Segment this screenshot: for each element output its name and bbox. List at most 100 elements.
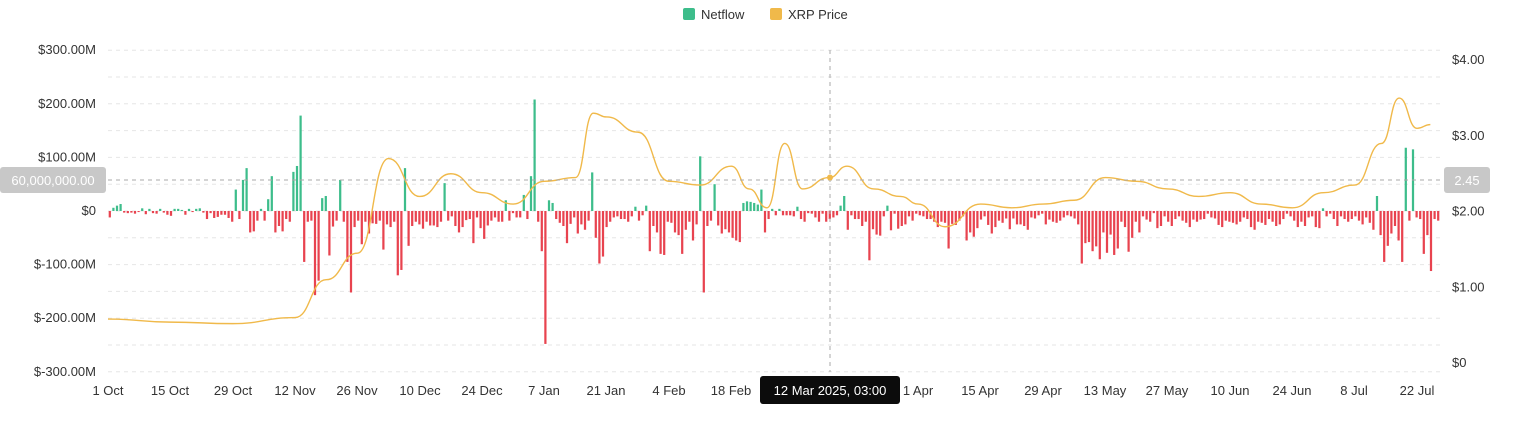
netflow-bar — [1141, 211, 1145, 217]
netflow-bar — [688, 211, 691, 222]
netflow-bar — [400, 211, 403, 270]
netflow-bar — [810, 211, 813, 214]
netflow-bar — [317, 211, 320, 281]
netflow-bar — [666, 211, 669, 222]
legend-label-netflow: Netflow — [701, 7, 745, 22]
netflow-bar — [447, 211, 450, 221]
netflow-bar — [411, 211, 414, 227]
netflow-bar — [864, 211, 867, 222]
netflow-bar — [1174, 211, 1177, 220]
netflow-bar — [1181, 211, 1184, 221]
netflow-bar — [187, 208, 191, 211]
netflow-bar — [385, 211, 389, 225]
y-axis-right: $0 $1.00 $2.00 $3.00 $4.00 — [1452, 52, 1485, 370]
x-crosshair-label: 12 Mar 2025, 03:00 — [774, 383, 887, 398]
netflow-bar — [875, 211, 878, 235]
y-right-tick-label: $2.00 — [1452, 204, 1485, 219]
netflow-bar — [691, 211, 695, 241]
netflow-bar — [727, 211, 731, 233]
netflow-bar — [425, 211, 428, 222]
netflow-bar — [367, 211, 371, 234]
netflow-bar — [835, 211, 839, 216]
netflow-bar — [285, 211, 288, 220]
netflow-bar — [551, 202, 554, 211]
netflow-bar — [1080, 211, 1083, 264]
netflow-bar — [335, 211, 338, 221]
netflow-bar — [994, 211, 997, 228]
netflow-bar — [213, 211, 216, 218]
netflow-bar — [814, 211, 817, 218]
netflow-bar — [1354, 211, 1357, 217]
netflow-bar — [681, 211, 684, 254]
netflow-bar — [493, 211, 497, 218]
netflow-bar — [450, 211, 453, 217]
netflow-bar — [699, 156, 702, 211]
netflow-bar — [375, 211, 378, 224]
netflow-bar — [1131, 211, 1134, 238]
legend-swatch-netflow — [683, 8, 695, 20]
legend-item-netflow[interactable]: Netflow — [683, 7, 745, 22]
netflow-bar — [1156, 211, 1159, 229]
netflow-bar — [612, 211, 615, 218]
netflow-bar — [1239, 211, 1242, 222]
netflow-bar — [479, 211, 482, 229]
netflow-bar — [1059, 211, 1062, 221]
y-left-tick-label: $200.00M — [38, 96, 96, 111]
netflow-bar — [929, 211, 932, 220]
netflow-bar — [1393, 211, 1397, 227]
netflow-bar — [169, 211, 173, 216]
netflow-bar — [897, 211, 900, 229]
netflow-bar — [166, 211, 169, 215]
netflow-bar — [1314, 211, 1317, 228]
netflow-bar — [1278, 211, 1281, 225]
netflow-bar — [223, 211, 227, 215]
netflow-bar — [709, 211, 713, 221]
netflow-bar — [565, 211, 569, 244]
netflow-bar — [202, 211, 205, 213]
netflow-bar — [663, 211, 666, 255]
legend-item-xrp-price[interactable]: XRP Price — [770, 7, 848, 22]
netflow-bar — [684, 211, 687, 230]
netflow-bar — [313, 211, 317, 296]
x-tick-label: 21 Jan — [586, 383, 625, 398]
netflow-bar — [673, 211, 677, 233]
netflow-bar — [1105, 211, 1109, 253]
x-tick-label: 10 Dec — [399, 383, 441, 398]
netflow-bar — [1390, 211, 1393, 234]
netflow-bar — [1401, 211, 1404, 262]
x-tick-label: 18 Feb — [711, 383, 751, 398]
y-right-tick-label: $0 — [1452, 355, 1466, 370]
netflow-bar — [288, 211, 291, 222]
netflow-bar — [1203, 211, 1206, 220]
netflow-bar — [738, 211, 741, 243]
netflow-bar — [108, 211, 111, 218]
netflow-bar — [972, 211, 975, 237]
netflow-bar — [1339, 211, 1343, 217]
netflow-bar — [1015, 211, 1019, 225]
netflow-bar — [983, 211, 986, 217]
netflow-bar — [1051, 211, 1055, 222]
netflow-bar — [414, 211, 417, 222]
netflow-bar — [911, 211, 914, 221]
netflow-bar — [720, 211, 723, 234]
netflow-bar — [321, 198, 324, 211]
netflow-bar — [569, 211, 572, 224]
netflow-bar — [1123, 211, 1127, 228]
netflow-bar — [637, 211, 641, 221]
crosshair: 60,000,000.00 2.45 — [0, 50, 1490, 372]
netflow-bar — [803, 211, 806, 222]
netflow-bar — [1120, 211, 1123, 222]
netflow-bar — [1361, 211, 1364, 225]
y-right-tick-label: $1.00 — [1452, 279, 1485, 294]
netflow-bar — [601, 211, 605, 257]
netflow-bar — [799, 211, 803, 220]
netflow-bar — [832, 211, 835, 218]
netflow-bar — [1404, 147, 1407, 211]
crosshair-right-value: 2.45 — [1454, 173, 1479, 188]
netflow-bar — [252, 211, 255, 232]
netflow-bar — [713, 184, 716, 211]
netflow-bar — [947, 211, 950, 249]
y-left-tick-label: $0 — [82, 203, 96, 218]
netflow-bar — [904, 211, 907, 225]
